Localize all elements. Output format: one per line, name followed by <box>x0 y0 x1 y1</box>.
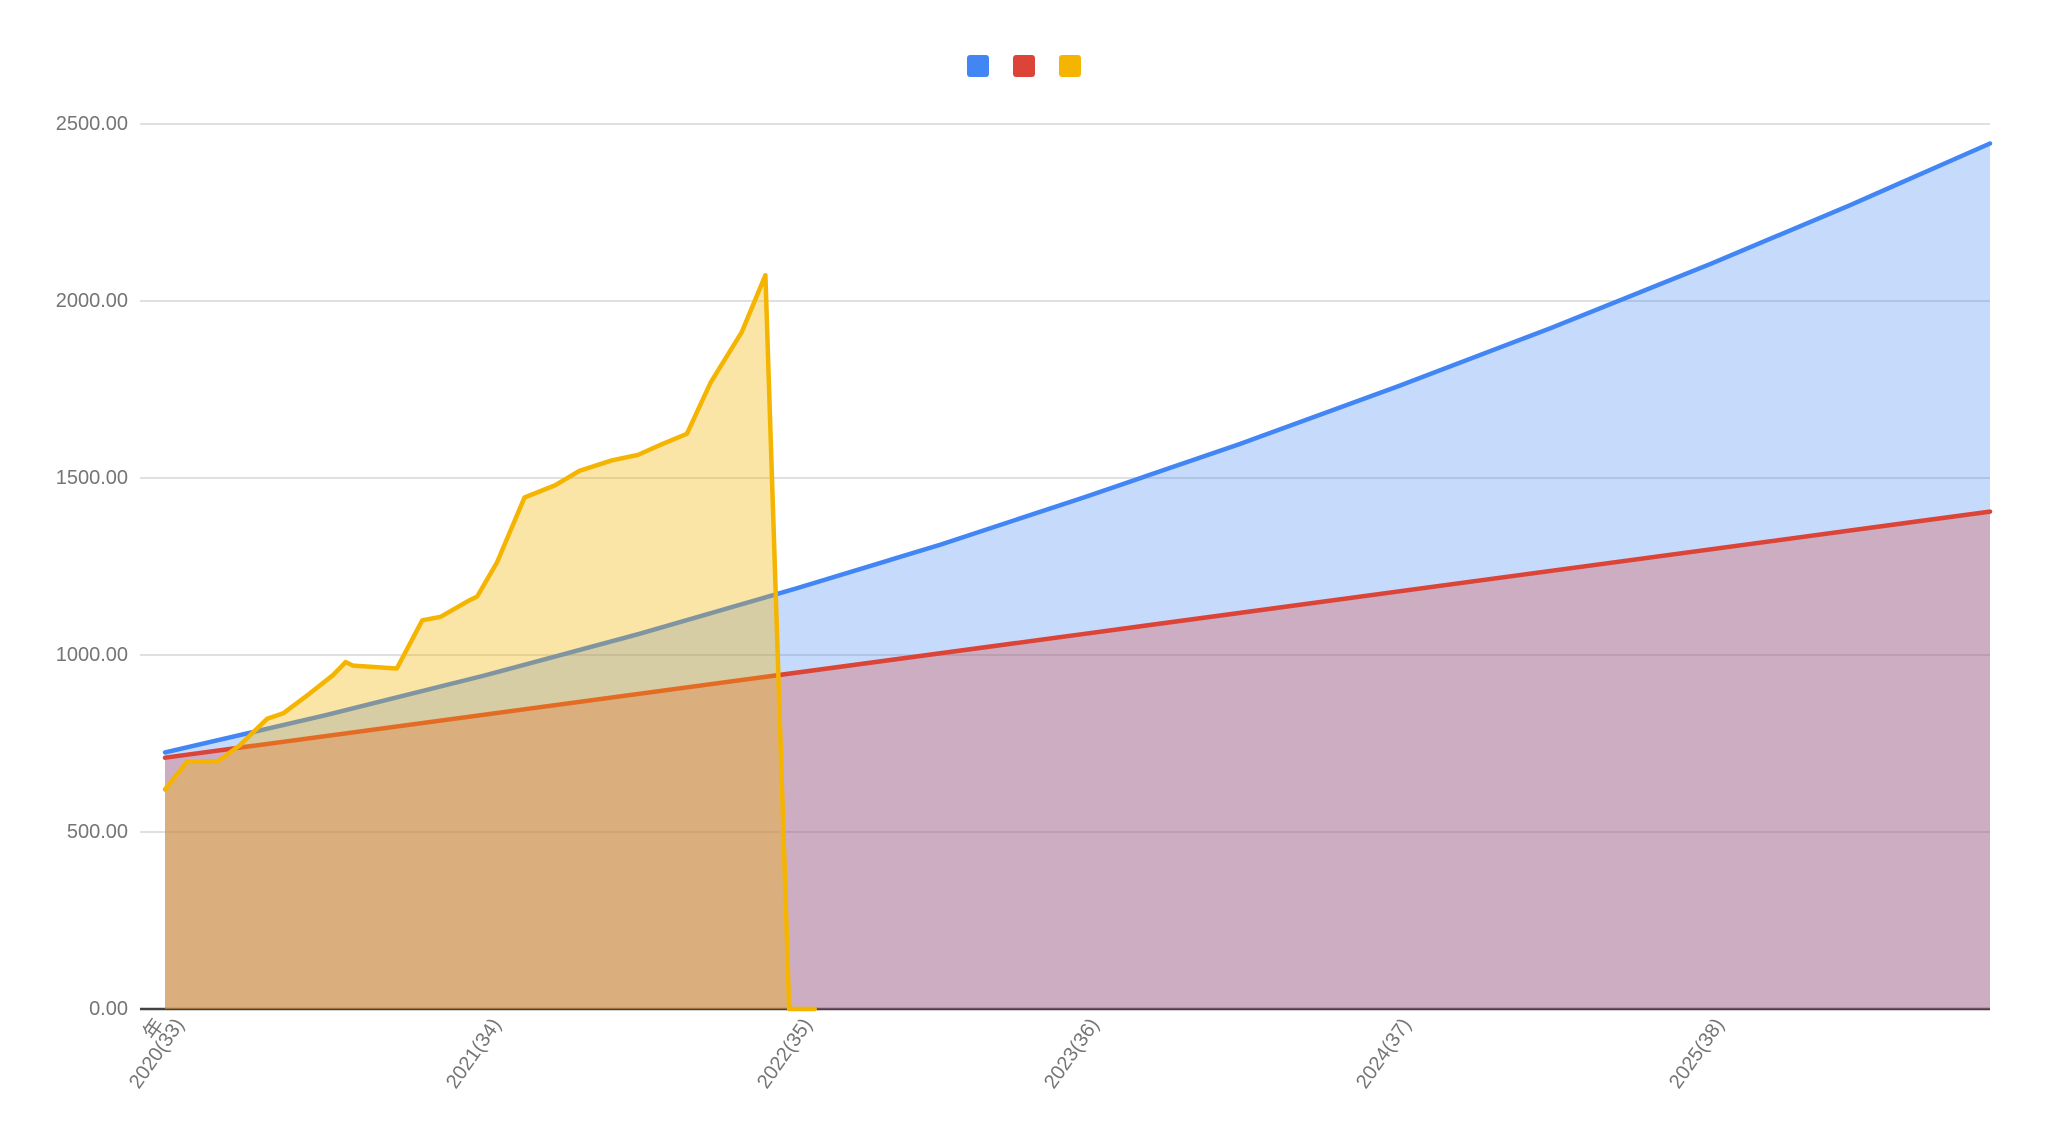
y-axis-tick-label: 0.00 <box>89 998 128 1020</box>
legend-swatch-series-3-yellow <box>1059 55 1081 77</box>
series-1-blue-line <box>162 141 1993 755</box>
y-axis-tick-label: 2500.00 <box>55 113 128 135</box>
y-axis-tick-label: 1000.00 <box>55 644 128 666</box>
chart-legend <box>0 55 2048 77</box>
series-3-yellow-line <box>162 272 817 1012</box>
y-axis-tick-label: 1500.00 <box>55 467 128 489</box>
series-3-yellow-area <box>165 275 815 1009</box>
legend-swatch-series-2-red <box>1013 55 1035 77</box>
series-2-red-area <box>165 511 1990 1009</box>
y-axis-tick-label: 2000.00 <box>55 290 128 312</box>
y-axis-tick-label: 500.00 <box>66 821 128 843</box>
series-2-red-line <box>162 509 1993 760</box>
legend-swatch-series-1-blue <box>967 55 989 77</box>
series-1-blue-area <box>165 143 1990 1009</box>
